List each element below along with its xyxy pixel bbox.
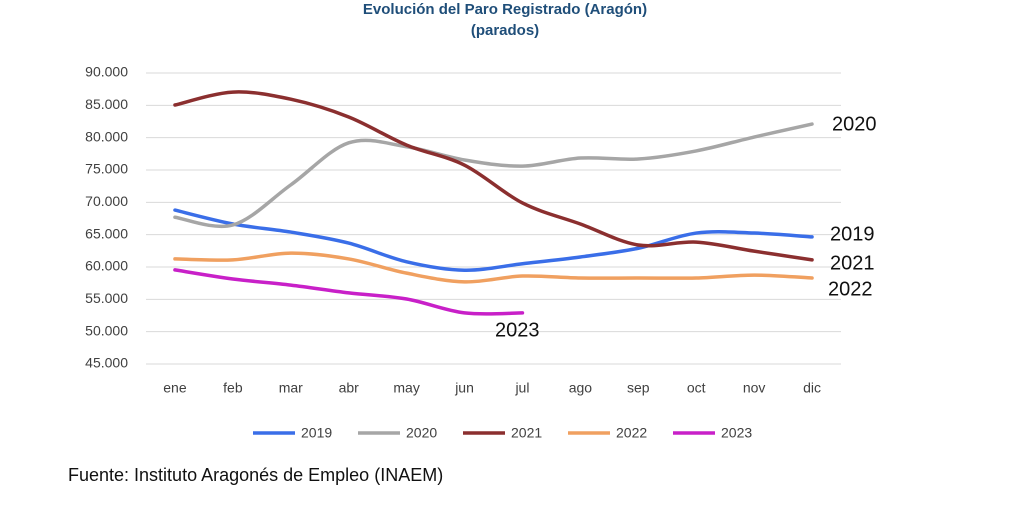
legend-label: 2020 xyxy=(406,425,437,441)
x-tick-label: abr xyxy=(339,380,360,396)
series-line xyxy=(173,251,814,284)
x-tick-label: dic xyxy=(803,380,821,396)
series-end-label: 2021 xyxy=(830,252,875,274)
y-tick-label: 70.000 xyxy=(85,193,128,209)
legend-label: 2022 xyxy=(616,425,647,441)
x-tick-label: mar xyxy=(279,380,303,396)
y-tick-label: 80.000 xyxy=(85,128,128,144)
series-end-label: 2023 xyxy=(495,319,540,341)
series-line xyxy=(173,208,814,272)
y-tick-label: 45.000 xyxy=(85,355,128,371)
series-end-label: 2020 xyxy=(832,113,877,135)
series-end-label: 2019 xyxy=(830,223,875,245)
y-tick-label: 55.000 xyxy=(85,290,128,306)
y-tick-label: 60.000 xyxy=(85,258,128,274)
y-tick-label: 75.000 xyxy=(85,161,128,177)
x-tick-label: ago xyxy=(569,380,593,396)
x-tick-label: oct xyxy=(687,380,706,396)
x-tick-label: jun xyxy=(454,380,474,396)
source: Fuente: Instituto Aragonés de Empleo (IN… xyxy=(68,465,443,485)
y-tick-label: 90.000 xyxy=(85,64,128,80)
legend-label: 2023 xyxy=(721,425,752,441)
series-line xyxy=(173,268,525,316)
legend-label: 2019 xyxy=(301,425,332,441)
x-tick-label: feb xyxy=(223,380,243,396)
series-line xyxy=(173,90,814,262)
legend-label: 2021 xyxy=(511,425,542,441)
series-line xyxy=(173,122,814,228)
y-tick-label: 50.000 xyxy=(85,322,128,338)
y-tick-label: 65.000 xyxy=(85,225,128,241)
x-tick-label: sep xyxy=(627,380,650,396)
chart-title: Evolución del Paro Registrado (Aragón) xyxy=(363,1,647,18)
x-tick-label: may xyxy=(393,380,419,396)
x-tick-label: nov xyxy=(743,380,766,396)
x-tick-label: ene xyxy=(163,380,187,396)
y-tick-label: 85.000 xyxy=(85,96,128,112)
x-tick-label: jul xyxy=(514,380,529,396)
chart-subtitle: (parados) xyxy=(471,22,539,39)
series-end-label: 2022 xyxy=(828,278,873,300)
